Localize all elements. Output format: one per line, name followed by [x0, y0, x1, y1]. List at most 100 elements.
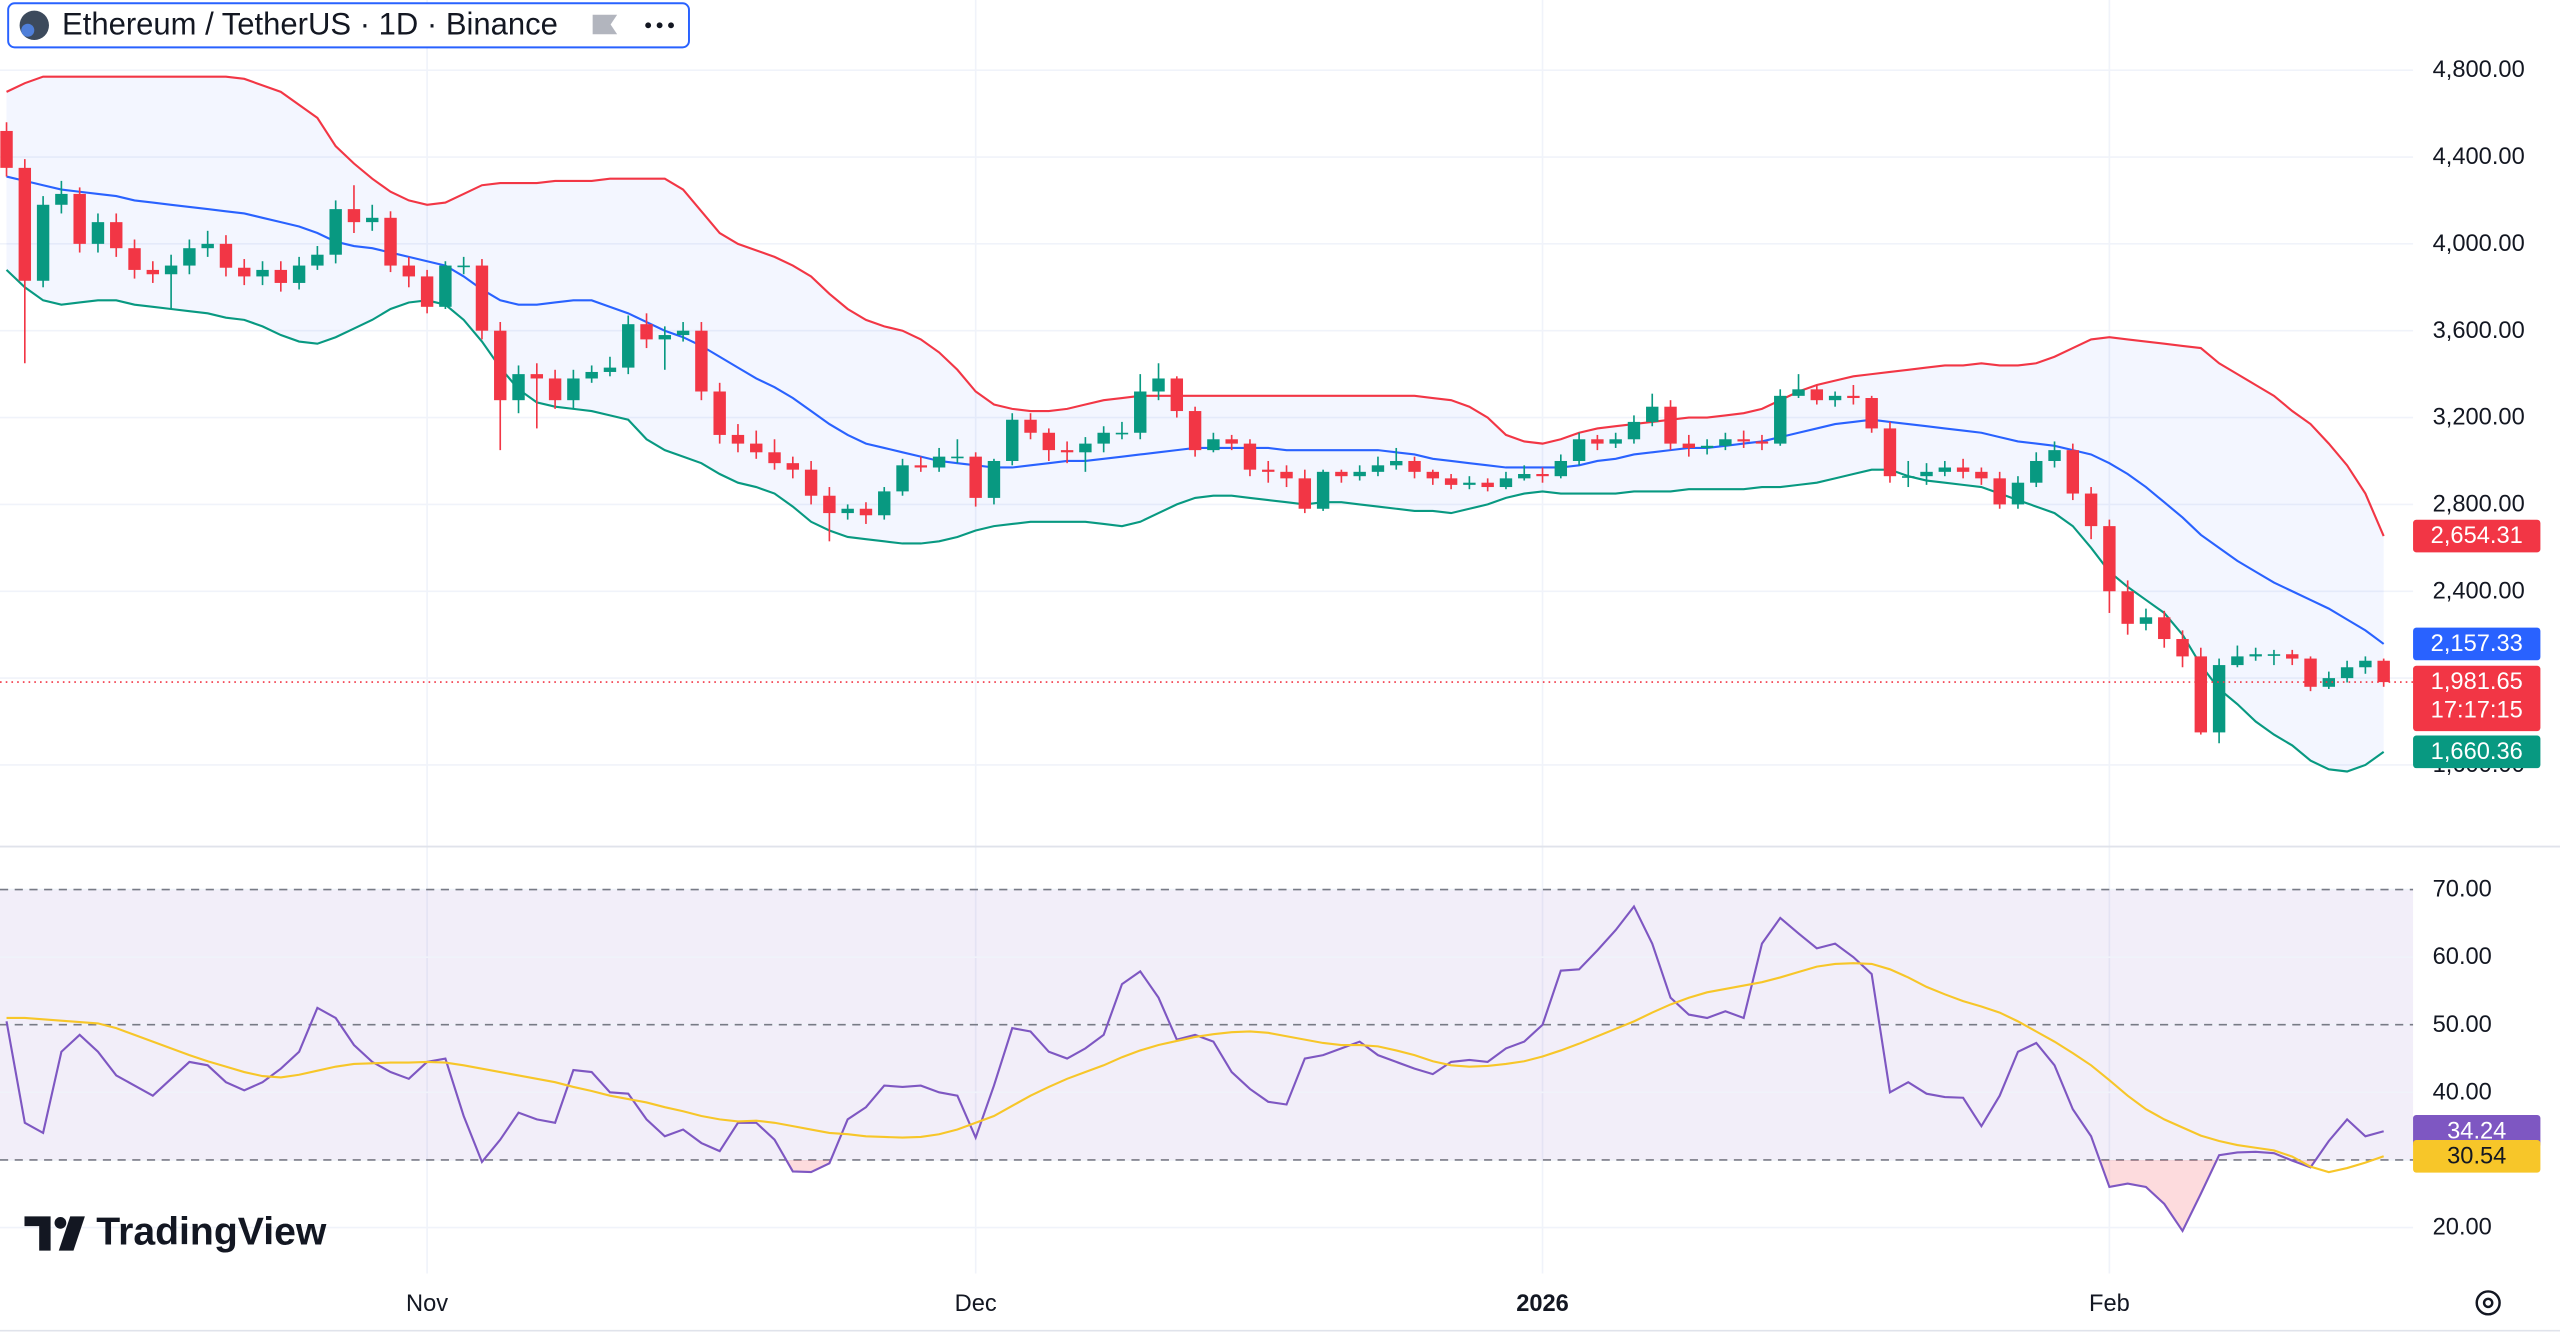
watermark: TradingView — [96, 1211, 327, 1254]
legend-box — [7, 2, 690, 49]
candle-body — [1426, 471, 1440, 479]
candle-body — [1682, 443, 1696, 448]
candle-body — [1298, 478, 1312, 509]
candle-body — [1006, 419, 1019, 461]
candle-body — [512, 374, 525, 401]
candle-body — [274, 269, 288, 283]
y-tick-label: 2,400.00 — [2433, 578, 2525, 604]
candle-body — [932, 456, 946, 468]
candle-body — [859, 508, 873, 516]
x-tick-label: Nov — [406, 1291, 448, 1317]
candle-body — [1280, 471, 1293, 479]
candle-body — [1847, 395, 1860, 399]
price-badge-label: 2,157.33 — [2431, 631, 2523, 657]
candle-body — [914, 465, 928, 468]
candle-body — [2121, 591, 2134, 624]
candle-body — [0, 130, 13, 168]
candle-body — [1152, 378, 1165, 392]
candle-body — [1883, 428, 1897, 477]
candle-body — [731, 434, 745, 444]
more-dot — [668, 22, 674, 29]
more-dot — [656, 22, 663, 29]
candle-body — [2139, 617, 2153, 624]
candle-body — [676, 330, 690, 336]
candle-body — [1572, 439, 1586, 461]
candle-body — [1774, 395, 1787, 444]
settings-button[interactable] — [2475, 1290, 2501, 1316]
candle-body — [804, 469, 818, 496]
candle-body — [1719, 439, 1732, 446]
candle-body — [1024, 419, 1037, 433]
price-badge — [2413, 665, 2541, 732]
logo-mark — [54, 1217, 67, 1229]
candle-body — [73, 193, 86, 244]
candle-body — [91, 222, 105, 244]
candle-body — [1627, 421, 1641, 440]
band-line — [5, 269, 2385, 773]
candle-body — [2011, 482, 2025, 505]
candle-body — [420, 276, 434, 307]
candle-body — [1444, 478, 1458, 485]
logo-mark — [24, 1216, 51, 1251]
flag-icon[interactable] — [592, 14, 618, 35]
candle-body — [2231, 656, 2244, 666]
symbol-icon-badge — [21, 23, 35, 37]
symbol-legend[interactable]: Ethereum / TetherUS · 1D · Binance — [7, 2, 690, 49]
candle-body — [1188, 411, 1202, 451]
candle-body — [1499, 478, 1513, 488]
candle-body — [18, 167, 32, 281]
candle-body — [1243, 443, 1257, 470]
candle-body — [2176, 639, 2189, 657]
more-dot[interactable] — [645, 22, 652, 29]
candle-body — [183, 248, 196, 266]
candle-body — [1700, 445, 1714, 448]
candle-body — [2066, 450, 2080, 494]
candle-body — [201, 243, 214, 249]
candle-body — [1920, 471, 1933, 477]
countdown-label: 17:17:15 — [2431, 698, 2523, 724]
candle-body — [1938, 467, 1952, 472]
settings-icon — [2482, 1297, 2494, 1309]
candle-body — [292, 265, 306, 283]
candle-body — [2084, 493, 2098, 527]
candle-body — [2194, 656, 2208, 733]
grid-layer — [0, 0, 2414, 1274]
candle-body — [1262, 469, 1275, 472]
candle-body — [1207, 439, 1220, 451]
candle-body — [1060, 450, 1074, 453]
candle-body — [256, 269, 269, 277]
candle-body — [750, 443, 763, 453]
y-tick-label: 70.00 — [2433, 877, 2492, 903]
candle-body — [2249, 654, 2262, 657]
candle-body — [2304, 658, 2317, 687]
candle-body — [548, 378, 562, 401]
candle-body — [128, 248, 141, 270]
candle-body — [2359, 660, 2372, 668]
candle-body — [347, 209, 361, 223]
candle-body — [1408, 460, 1421, 472]
candle-body — [878, 491, 891, 516]
candle-body — [2340, 667, 2354, 679]
price-badge-label: 1,660.36 — [2431, 739, 2523, 765]
y-tick-label: 3,600.00 — [2433, 318, 2525, 344]
candle-body — [1975, 471, 1988, 479]
candle-body — [713, 391, 726, 435]
candle-body — [2103, 526, 2116, 592]
candle-body — [1956, 467, 1970, 472]
candle-body — [2048, 450, 2061, 461]
candle-body — [1463, 482, 1476, 485]
candle-body — [1134, 391, 1147, 433]
candle-body — [1664, 406, 1677, 444]
candle-body — [1225, 439, 1238, 444]
candle-body — [1536, 474, 1549, 477]
y-tick-label: 40.00 — [2433, 1079, 2492, 1105]
indicator-line — [6, 962, 2385, 1174]
y-tick-label: 4,000.00 — [2433, 231, 2525, 257]
candle-body — [1115, 432, 1129, 435]
candle-body — [1079, 443, 1092, 453]
y-tick-label: 60.00 — [2433, 944, 2492, 970]
candle-body — [1828, 395, 1842, 401]
candle-body — [786, 463, 800, 470]
candle-body — [823, 495, 836, 514]
